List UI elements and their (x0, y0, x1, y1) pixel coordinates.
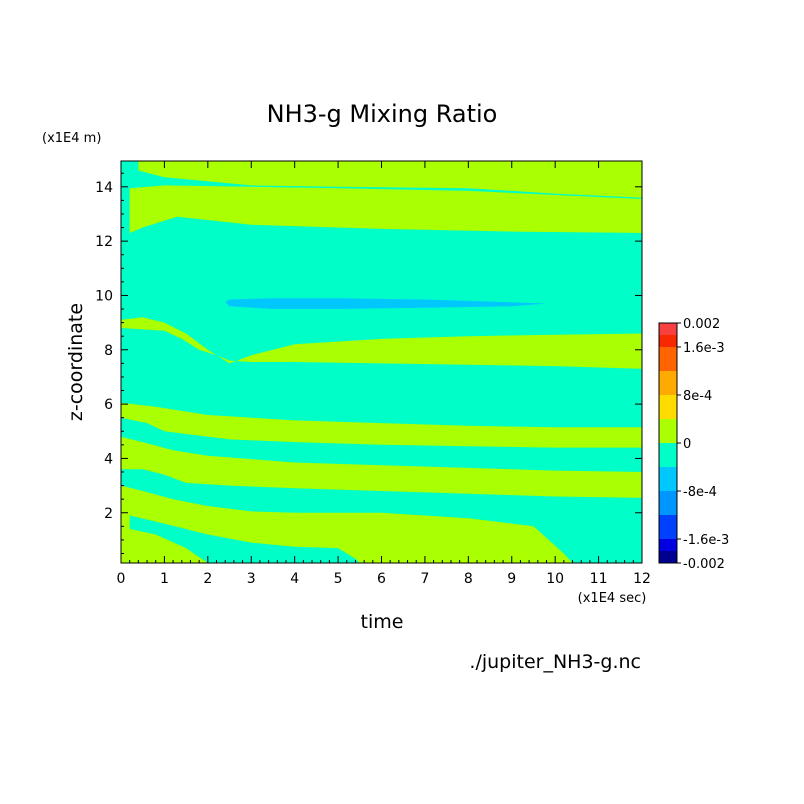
x-tick-label: 7 (420, 571, 429, 587)
colorbar-swatch (659, 395, 677, 419)
y-axis-label: z-coordinate (65, 303, 87, 421)
x-tick-label: 12 (633, 571, 651, 587)
x-tick-label: 0 (117, 571, 126, 587)
x-tick-label: 11 (590, 571, 608, 587)
x-tick-label: 6 (377, 571, 386, 587)
colorbar-label: -0.002 (683, 557, 725, 572)
colorbar-label: 1.6e-3 (683, 341, 725, 356)
colorbar-label: 0.002 (683, 317, 720, 332)
x-tick-label: 8 (464, 571, 473, 587)
contour-region-1 (129, 185, 642, 233)
colorbar-swatch (659, 323, 677, 335)
colorbar-swatch (659, 467, 677, 491)
source-file-label: ./jupiter_NH3-g.nc (469, 651, 641, 673)
contour-region-2 (121, 317, 642, 369)
plot-area (120, 160, 643, 564)
y-tick-label: 2 (104, 506, 113, 522)
colorbar-label: -1.6e-3 (683, 533, 729, 548)
colorbar-swatch (659, 551, 677, 563)
colorbar-swatch (659, 515, 677, 539)
contour-region-7 (225, 298, 547, 309)
y-tick-label: 14 (95, 180, 113, 196)
chart-title: NH3-g Mixing Ratio (267, 100, 498, 128)
x-axis-label: time (361, 611, 404, 633)
y-axis: 2 4 6 8 10 12 14 (95, 172, 642, 554)
y-axis-unit: (x1E4 m) (42, 131, 101, 146)
x-tick-label: 1 (160, 571, 169, 587)
contour-region-0 (138, 161, 642, 198)
colorbar-swatch (659, 335, 677, 347)
colorbar-swatch (659, 491, 677, 515)
y-tick-label: 8 (104, 343, 113, 359)
x-tick-label: 2 (203, 571, 212, 587)
y-tick-label: 10 (95, 288, 113, 304)
x-tick-label: 10 (546, 571, 564, 587)
y-tick-label: 6 (104, 397, 113, 413)
contour-region-3 (121, 402, 642, 448)
colorbar-label: -8e-4 (683, 485, 717, 500)
colorbar: 0.002 1.6e-3 8e-4 0 -8e-4 -1.6e-3 -0.002 (658, 317, 729, 572)
y-tick-label: 12 (95, 234, 113, 250)
y-tick-label: 4 (104, 451, 113, 467)
x-tick-label: 3 (247, 571, 256, 587)
x-tick-label: 9 (507, 571, 516, 587)
colorbar-swatch (659, 347, 677, 371)
contour-region-4 (121, 436, 642, 498)
x-axis: 0 1 2 3 4 5 6 7 8 9 10 11 12 (117, 161, 651, 587)
colorbar-label: 0 (683, 437, 691, 452)
colorbar-swatch (659, 419, 677, 443)
contour-region-6 (129, 515, 360, 563)
x-tick-label: 5 (334, 571, 343, 587)
contour-regions (121, 161, 642, 563)
x-tick-label: 4 (290, 571, 299, 587)
x-axis-unit: (x1E4 sec) (578, 591, 647, 606)
colorbar-label: 8e-4 (683, 389, 712, 404)
colorbar-swatch (659, 539, 677, 551)
colorbar-swatch (659, 443, 677, 467)
colorbar-swatch (659, 371, 677, 395)
